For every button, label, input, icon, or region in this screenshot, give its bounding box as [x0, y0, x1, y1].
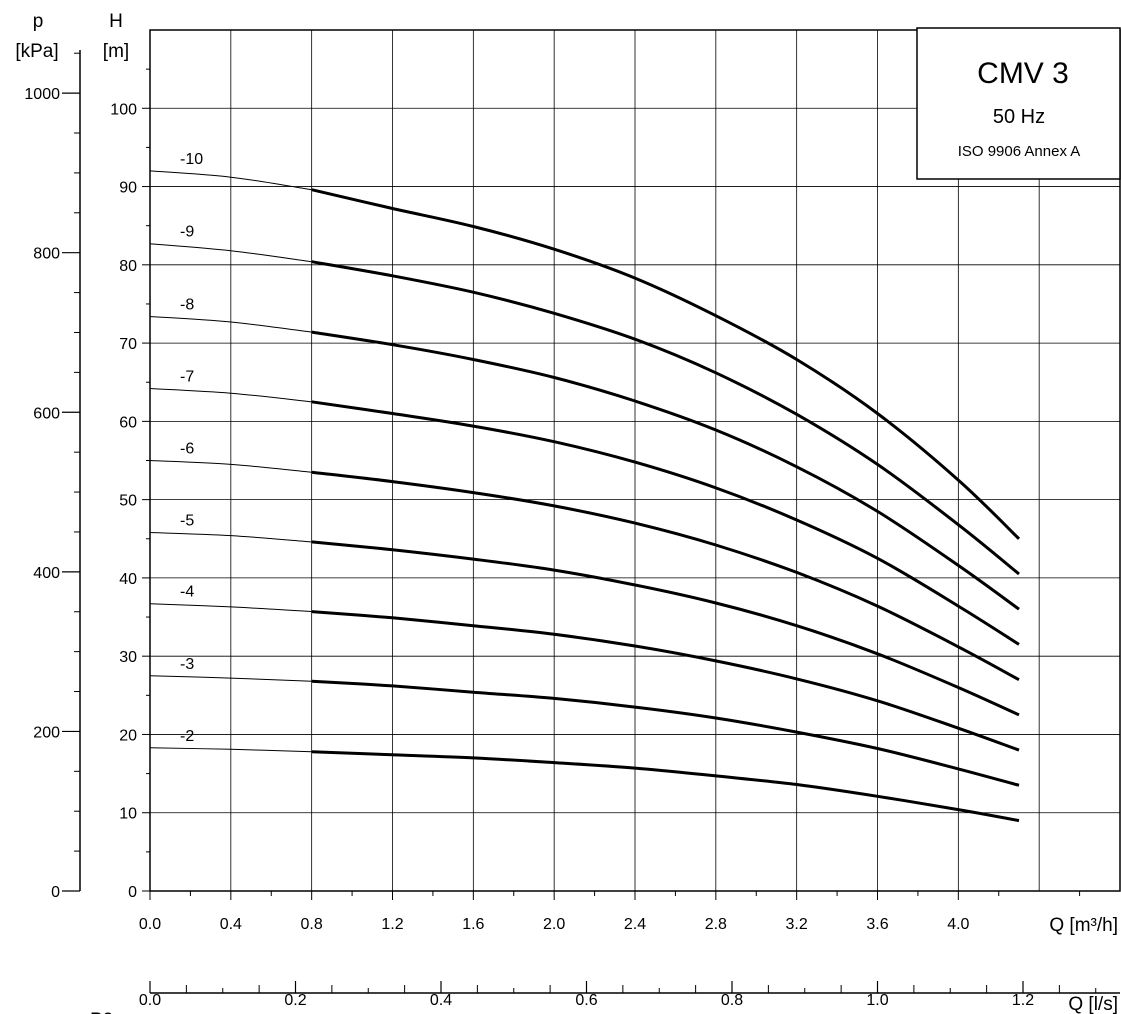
- flow-m3h-tick-label: 2.8: [705, 916, 727, 933]
- p2-cut-label: P2: [90, 1010, 113, 1014]
- head-tick-label: 50: [119, 493, 137, 510]
- flow-ls-tick-label: 1.2: [1012, 992, 1034, 1009]
- flow-m3h-tick-label: 1.2: [381, 916, 403, 933]
- curve-label: -4: [180, 584, 194, 601]
- pump-curve-thin-segment: [149, 388, 312, 403]
- labels: 0102030405060708090100020040060080010000…: [24, 86, 1034, 1009]
- head-axis-title: H: [109, 11, 123, 32]
- head-tick-label: 60: [119, 414, 137, 431]
- head-tick-label: 70: [119, 336, 137, 353]
- pump-curve-bold-segment: [311, 679, 1020, 787]
- legend-frame: [916, 27, 1121, 180]
- curve-label: -5: [180, 513, 194, 530]
- pump-curve-thin-segment: [149, 532, 312, 543]
- head-tick-label: 20: [119, 727, 137, 744]
- flow-ls-tick-label: 0.2: [284, 992, 306, 1009]
- pump-curve-bold-segment: [311, 400, 1020, 646]
- head-tick-label: 10: [119, 806, 137, 823]
- kpa-tick-label: 400: [33, 565, 60, 582]
- kpa-tick-label: 200: [33, 724, 60, 741]
- curve-label: -9: [180, 224, 194, 241]
- legend-standard: ISO 9906 Annex A: [958, 143, 1081, 160]
- pump-curve-bold-segment: [311, 330, 1020, 611]
- pump-curve-thin-segment: [149, 460, 312, 473]
- pump-curve-thin-segment: [149, 747, 312, 753]
- kpa-tick-label: 600: [33, 405, 60, 422]
- legend-box: CMV 3 50 Hz ISO 9906 Annex A: [916, 27, 1121, 180]
- kpa-axis-title: p: [33, 11, 44, 32]
- pump-curve-thin-segment: [149, 243, 312, 263]
- pump-curve-thin-segment: [149, 170, 312, 191]
- flow-ls-axis-title: Q [l/s]: [1068, 994, 1118, 1014]
- legend-frequency: 50 Hz: [993, 106, 1045, 128]
- flow-m3h-axis-title: Q [m³/h]: [1049, 915, 1118, 936]
- flow-m3h-tick-label: 3.2: [786, 916, 808, 933]
- flow-ls-tick-label: 0.4: [430, 992, 452, 1009]
- kpa-axis-unit: [kPa]: [15, 41, 58, 62]
- flow-ls-tick-label: 1.0: [866, 992, 888, 1009]
- head-tick-label: 30: [119, 649, 137, 666]
- head-tick-label: 40: [119, 571, 137, 588]
- flow-ls-tick-label: 0.0: [139, 992, 161, 1009]
- head-axis-unit: [m]: [103, 41, 129, 62]
- kpa-tick-label: 1000: [24, 86, 60, 103]
- flow-m3h-tick-label: 2.4: [624, 916, 646, 933]
- curve-label: -3: [180, 656, 194, 673]
- flow-ls-tick-label: 0.8: [721, 992, 743, 1009]
- flow-m3h-tick-label: 1.6: [462, 916, 484, 933]
- curve-label: -2: [180, 728, 194, 745]
- curve-label: -7: [180, 368, 194, 385]
- pump-curve-bold-segment: [311, 470, 1020, 682]
- legend-title: CMV 3: [977, 57, 1069, 90]
- pump-curve-bold-segment: [311, 188, 1021, 540]
- head-tick-label: 90: [119, 180, 137, 197]
- flow-ls-tick-label: 0.6: [575, 992, 597, 1009]
- head-tick-label: 100: [110, 101, 137, 118]
- pump-curve-thin-segment: [149, 675, 312, 682]
- flow-m3h-tick-label: 3.6: [866, 916, 888, 933]
- flow-m3h-tick-label: 0.4: [220, 916, 242, 933]
- pump-curve-bold-segment: [311, 610, 1020, 752]
- curve-label: -10: [180, 151, 203, 168]
- curve-label: -8: [180, 296, 194, 313]
- pump-curve-bold-segment: [311, 750, 1020, 823]
- flow-m3h-tick-label: 0.0: [139, 916, 161, 933]
- pump-curve-thin-segment: [149, 316, 312, 333]
- kpa-tick-label: 0: [51, 884, 60, 901]
- kpa-tick-label: 800: [33, 246, 60, 263]
- flow-m3h-tick-label: 0.8: [301, 916, 323, 933]
- curve-label: -6: [180, 441, 194, 458]
- head-tick-label: 0: [128, 884, 137, 901]
- flow-m3h-tick-label: 4.0: [947, 916, 969, 933]
- flow-m3h-tick-label: 2.0: [543, 916, 565, 933]
- pump-curve-bold-segment: [311, 260, 1020, 576]
- head-tick-label: 80: [119, 258, 137, 275]
- curves: [149, 170, 1021, 823]
- pump-curve-thin-segment: [149, 603, 312, 613]
- pump-curve-bold-segment: [311, 540, 1020, 717]
